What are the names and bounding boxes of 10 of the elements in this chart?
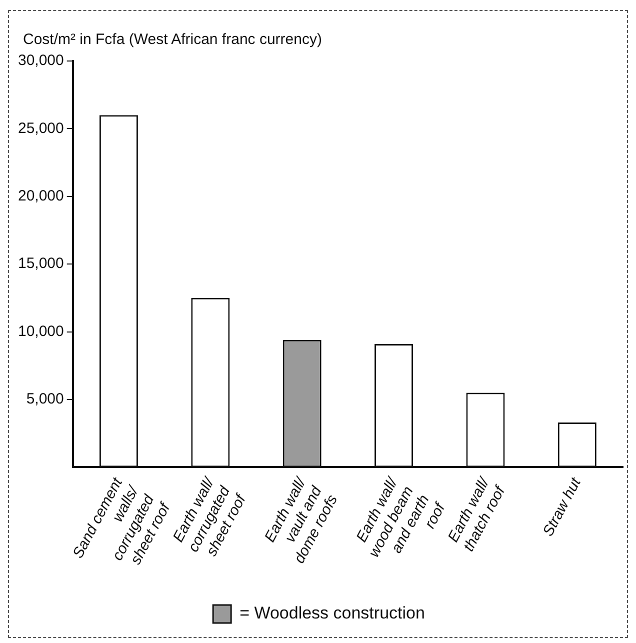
y-tick-label: 20,000	[18, 188, 64, 205]
y-tick-label: 10,000	[18, 322, 64, 340]
y-tick-label: 30,000	[18, 52, 64, 70]
x-tick-label: Earth wall/ vault and dome roofs	[261, 474, 342, 566]
legend-label: = Woodless construction	[240, 604, 425, 623]
y-tick-label: 15,000	[18, 255, 64, 272]
y-tick-label: 25,000	[18, 120, 64, 137]
y-axis-title: Cost/m² in Fcfa (West African franc currency)	[23, 31, 322, 48]
y-tick-label: 5,000	[26, 390, 64, 408]
x-tick-label: Straw hut	[540, 474, 585, 540]
